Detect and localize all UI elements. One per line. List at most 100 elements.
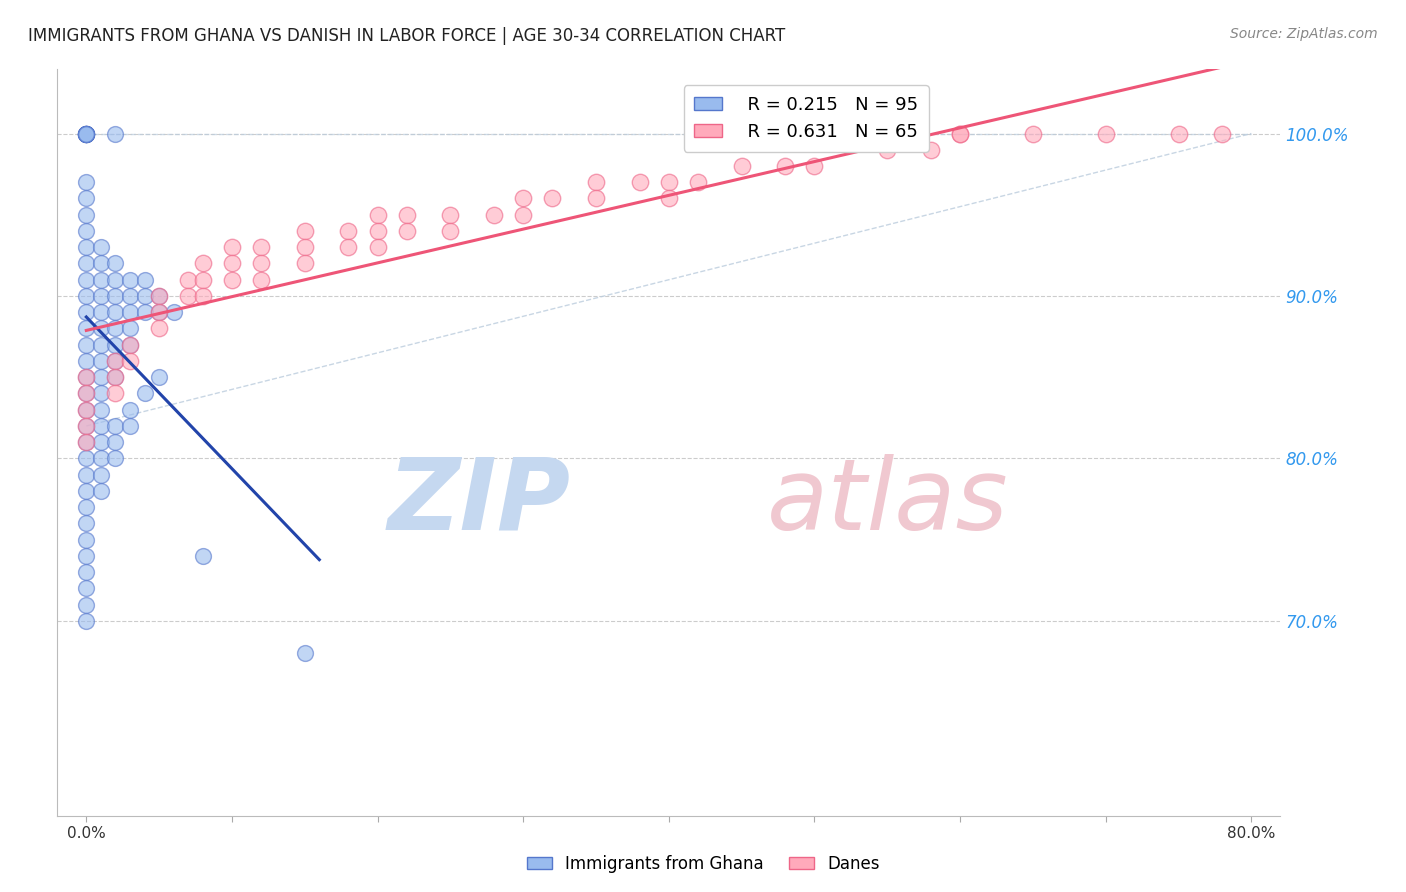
Point: [75, 533, 97, 547]
Point: [104, 273, 127, 287]
Point: [395, 208, 418, 222]
Point: [75, 127, 97, 141]
Point: [104, 370, 127, 384]
Point: [949, 127, 972, 141]
Point: [148, 289, 170, 303]
Point: [90, 435, 112, 450]
Point: [75, 402, 97, 417]
Point: [134, 273, 156, 287]
Point: [75, 127, 97, 141]
Point: [294, 647, 316, 661]
Point: [90, 386, 112, 401]
Point: [1167, 127, 1189, 141]
Point: [75, 240, 97, 254]
Point: [75, 192, 97, 206]
Point: [686, 175, 709, 189]
Point: [118, 402, 141, 417]
Point: [118, 337, 141, 351]
Point: [75, 614, 97, 628]
Point: [75, 598, 97, 612]
Point: [367, 240, 389, 254]
Point: [75, 354, 97, 368]
Text: IMMIGRANTS FROM GHANA VS DANISH IN LABOR FORCE | AGE 30-34 CORRELATION CHART: IMMIGRANTS FROM GHANA VS DANISH IN LABOR…: [28, 27, 786, 45]
Point: [118, 273, 141, 287]
Point: [163, 305, 186, 319]
Point: [191, 273, 214, 287]
Point: [191, 256, 214, 270]
Point: [75, 289, 97, 303]
Point: [75, 337, 97, 351]
Point: [148, 321, 170, 335]
Point: [75, 127, 97, 141]
Point: [118, 419, 141, 434]
Point: [367, 224, 389, 238]
Point: [177, 273, 200, 287]
Point: [148, 305, 170, 319]
Point: [876, 143, 898, 157]
Point: [75, 435, 97, 450]
Point: [104, 305, 127, 319]
Point: [75, 127, 97, 141]
Point: [75, 305, 97, 319]
Point: [90, 256, 112, 270]
Point: [949, 127, 972, 141]
Point: [118, 321, 141, 335]
Point: [134, 386, 156, 401]
Point: [191, 549, 214, 563]
Point: [75, 127, 97, 141]
Point: [75, 451, 97, 466]
Point: [75, 386, 97, 401]
Point: [118, 354, 141, 368]
Point: [75, 419, 97, 434]
Point: [90, 305, 112, 319]
Point: [920, 143, 942, 157]
Point: [75, 549, 97, 563]
Point: [1022, 127, 1045, 141]
Point: [337, 240, 360, 254]
Point: [104, 435, 127, 450]
Point: [803, 159, 825, 173]
Point: [221, 273, 243, 287]
Point: [75, 402, 97, 417]
Point: [75, 582, 97, 596]
Point: [294, 240, 316, 254]
Text: atlas: atlas: [766, 453, 1008, 550]
Point: [118, 305, 141, 319]
Point: [658, 192, 681, 206]
Point: [775, 159, 797, 173]
Point: [367, 208, 389, 222]
Point: [90, 273, 112, 287]
Point: [104, 451, 127, 466]
Point: [90, 321, 112, 335]
Point: [104, 354, 127, 368]
Point: [250, 240, 273, 254]
Point: [104, 256, 127, 270]
Point: [90, 370, 112, 384]
Point: [75, 127, 97, 141]
Point: [191, 289, 214, 303]
Point: [148, 370, 170, 384]
Point: [75, 565, 97, 579]
Point: [75, 435, 97, 450]
Point: [75, 127, 97, 141]
Point: [118, 289, 141, 303]
Text: ZIP: ZIP: [388, 453, 571, 550]
Point: [75, 386, 97, 401]
Point: [75, 419, 97, 434]
Point: [294, 224, 316, 238]
Point: [75, 127, 97, 141]
Point: [104, 289, 127, 303]
Point: [90, 289, 112, 303]
Point: [104, 337, 127, 351]
Point: [104, 321, 127, 335]
Point: [75, 208, 97, 222]
Point: [75, 256, 97, 270]
Point: [75, 127, 97, 141]
Point: [337, 224, 360, 238]
Point: [75, 370, 97, 384]
Point: [730, 159, 752, 173]
Point: [90, 467, 112, 482]
Point: [75, 273, 97, 287]
Point: [104, 419, 127, 434]
Point: [177, 289, 200, 303]
